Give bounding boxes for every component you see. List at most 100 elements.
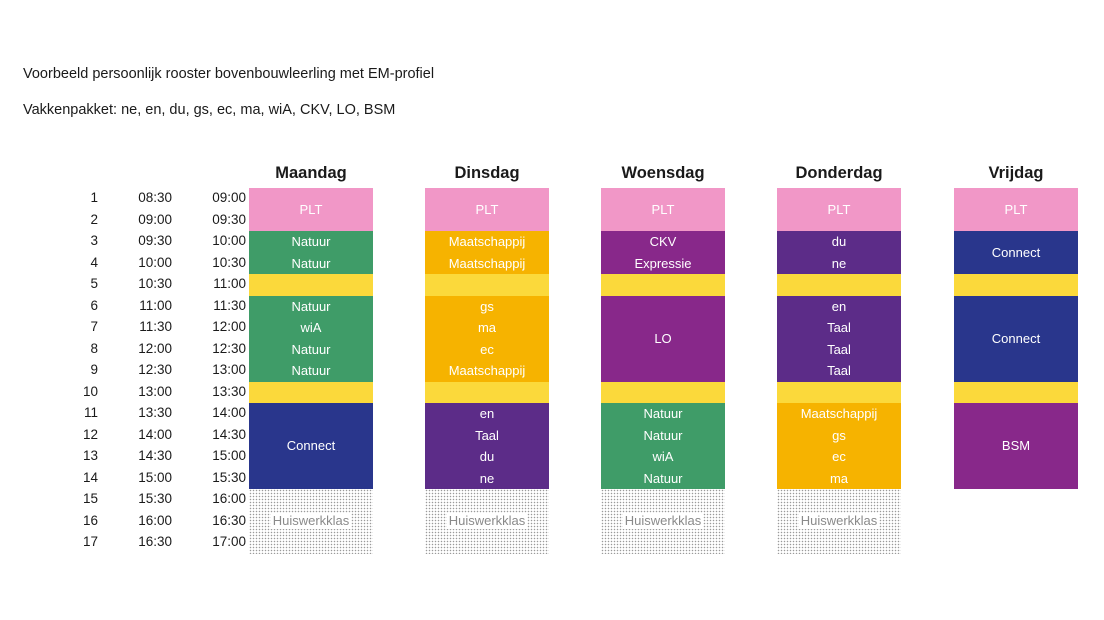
period-end-time: 10:00: [212, 233, 246, 248]
block-subject-label: en: [831, 298, 847, 314]
block-subject-label: ec: [480, 341, 494, 357]
block-subject-label: Expressie: [634, 255, 692, 271]
period-number: 16: [82, 512, 98, 528]
block-subject-label: PLT: [299, 201, 323, 217]
block-subject-label: Huiswerkklas: [270, 512, 352, 529]
period-number: 6: [90, 297, 98, 313]
block-subject-label: Taal: [475, 427, 499, 443]
schedule-block: gs ma ec Maatschappij: [425, 295, 549, 382]
schedule-block: PLT: [249, 188, 373, 231]
schedule-block: LO: [601, 295, 725, 382]
schedule-block: Huiswerkklas: [249, 489, 373, 554]
period-start-time: 16:30: [138, 534, 172, 549]
period-start-time: 13:30: [138, 405, 172, 420]
block-subject-label: en: [479, 406, 495, 421]
block-subject-label: ma: [829, 470, 849, 486]
block-subject-label: ne: [479, 470, 495, 486]
period-start-time: 14:00: [138, 426, 172, 442]
schedule-block: du ne: [777, 231, 901, 274]
schedule-block: PLT: [425, 188, 549, 231]
period-start-time: 14:30: [138, 448, 172, 463]
block-subject-label: du: [479, 449, 495, 464]
block-subject-label: PLT: [827, 201, 851, 217]
schedule-block: Huiswerkklas: [601, 489, 725, 554]
period-number: 8: [90, 340, 98, 356]
block-subject-label: Huiswerkklas: [622, 512, 704, 529]
period-end-time: 16:00: [212, 491, 246, 506]
period-end-time: 09:00: [212, 190, 246, 205]
schedule-block: Huiswerkklas: [425, 489, 549, 554]
page-title: Voorbeeld persoonlijk rooster bovenbouwl…: [23, 66, 435, 82]
period-end-time: 12:00: [212, 319, 246, 334]
page-subtitle: Vakkenpakket: ne, en, du, gs, ec, ma, wi…: [23, 102, 396, 118]
period-end-time: 16:30: [212, 512, 246, 528]
break-block: [249, 274, 373, 296]
period-start-time: 12:00: [138, 340, 172, 356]
block-subject-label: PLT: [651, 201, 675, 217]
period-start-time: 09:00: [138, 211, 172, 227]
day-header-vrijdag: Vrijdag: [988, 164, 1044, 182]
day-header-dinsdag: Dinsdag: [454, 164, 520, 182]
day-header-woensdag: Woensdag: [621, 164, 705, 182]
period-number: 15: [82, 491, 98, 506]
period-number: 1: [90, 190, 98, 205]
block-subject-label: Maatschappij: [448, 255, 526, 271]
schedule-block: Connect: [249, 403, 373, 489]
block-subject-label: wiA: [300, 320, 322, 335]
block-subject-label: ne: [831, 255, 847, 271]
block-subject-label: Maatschappij: [448, 234, 526, 249]
period-end-time: 15:30: [212, 469, 246, 485]
period-number: 9: [90, 362, 98, 377]
period-start-time: 16:00: [138, 512, 172, 528]
block-subject-label: Natuur: [291, 363, 331, 378]
break-block: [425, 381, 549, 403]
period-end-time: 13:30: [212, 383, 246, 399]
period-number: 4: [90, 254, 98, 270]
block-subject-label: PLT: [475, 201, 499, 217]
block-subject-label: du: [831, 234, 847, 249]
period-number: 7: [90, 319, 98, 334]
schedule-block: Connect: [954, 231, 1078, 274]
schedule-block: BSM: [954, 403, 1078, 489]
period-number: 5: [90, 276, 98, 291]
schedule-block: PLT: [954, 188, 1078, 231]
block-subject-label: wiA: [652, 449, 674, 464]
schedule-block: Natuur wiA Natuur Natuur: [249, 295, 373, 382]
schedule-block: Natuur Natuur wiA Natuur: [601, 403, 725, 489]
day-header-donderdag: Donderdag: [795, 164, 883, 182]
schedule-block: Huiswerkklas: [777, 489, 901, 554]
break-block: [777, 381, 901, 403]
period-start-time: 11:30: [139, 319, 172, 334]
block-subject-label: Taal: [827, 341, 851, 357]
schedule-block: en Taal Taal Taal: [777, 295, 901, 382]
block-subject-label: Taal: [827, 363, 851, 378]
block-subject-label: Connect: [286, 438, 336, 454]
period-start-time: 12:30: [138, 362, 172, 377]
period-start-time: 08:30: [138, 190, 172, 205]
block-subject-label: Natuur: [291, 341, 331, 357]
period-end-time: 11:00: [213, 276, 246, 291]
period-number: 13: [82, 448, 98, 463]
block-subject-label: Taal: [827, 320, 851, 335]
schedule-block: Connect: [954, 295, 1078, 382]
block-subject-label: Natuur: [643, 427, 683, 443]
schedule-block: Maatschappij Maatschappij: [425, 231, 549, 274]
period-end-time: 12:30: [212, 340, 246, 356]
schedule-block: PLT: [777, 188, 901, 231]
period-end-time: 10:30: [212, 254, 246, 270]
period-start-time: 11:00: [139, 297, 172, 313]
break-block: [954, 381, 1078, 403]
block-subject-label: BSM: [1001, 438, 1031, 454]
period-end-time: 13:00: [212, 362, 246, 377]
period-start-time: 10:00: [138, 254, 172, 270]
block-subject-label: PLT: [1004, 201, 1028, 217]
block-subject-label: Huiswerkklas: [446, 512, 528, 529]
period-end-time: 17:00: [212, 534, 246, 549]
period-end-time: 15:00: [212, 448, 246, 463]
break-block: [954, 274, 1078, 296]
period-number: 10: [82, 383, 98, 399]
period-number: 14: [82, 469, 98, 485]
schedule-block: PLT: [601, 188, 725, 231]
schedule-block: Maatschappij gs ec ma: [777, 403, 901, 489]
block-subject-label: Natuur: [643, 406, 683, 421]
